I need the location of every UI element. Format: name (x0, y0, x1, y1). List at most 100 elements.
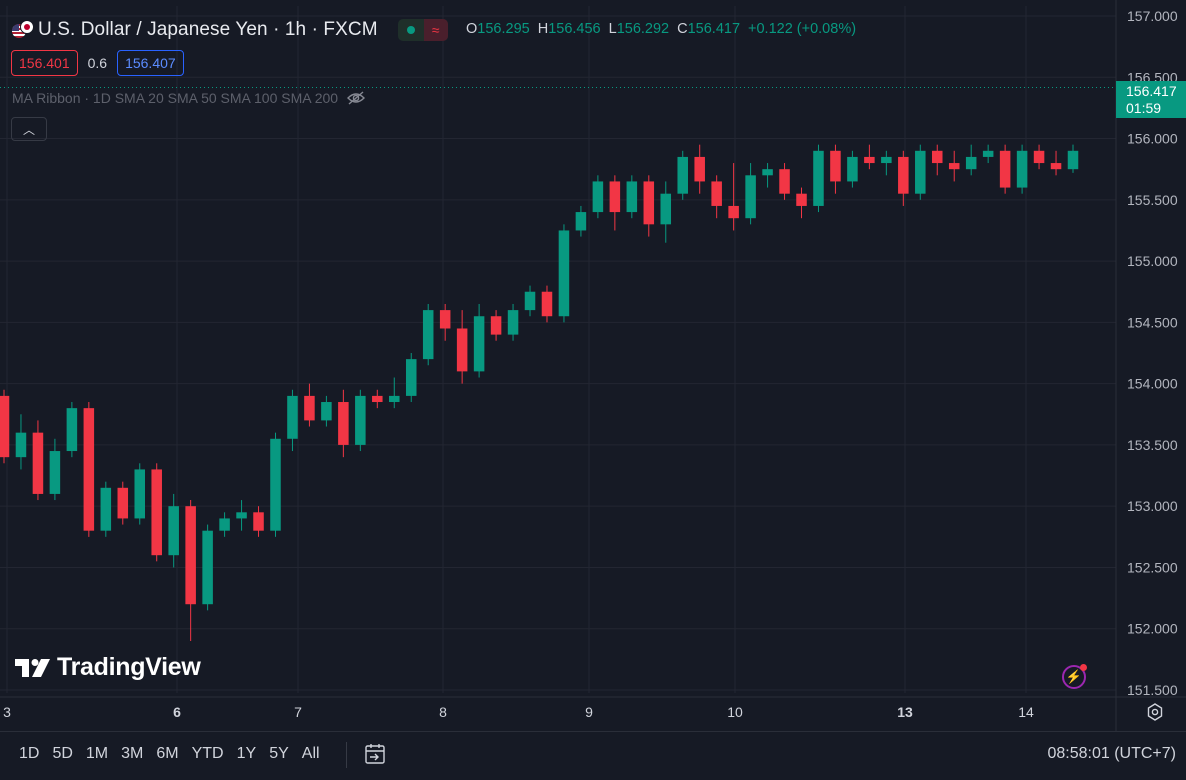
x-tick-label: 9 (585, 704, 593, 720)
candle (948, 150, 960, 182)
candle (83, 402, 95, 537)
candle (287, 389, 298, 452)
candle (898, 150, 909, 206)
candle-body (779, 169, 790, 194)
candle-body (898, 156, 909, 194)
collapse-legend-button[interactable]: ︿ (11, 117, 47, 141)
candle (1067, 144, 1079, 173)
candle-body (355, 395, 366, 445)
candle-body (1067, 150, 1079, 170)
candle (864, 144, 875, 170)
clock-timezone[interactable]: 08:58:01 (UTC+7) (1047, 745, 1176, 762)
low-value: 156.292 (616, 21, 670, 37)
candle (575, 205, 587, 237)
market-status-pill[interactable]: ≈ (397, 19, 448, 41)
candle-body (304, 395, 315, 421)
hidden-eye-icon[interactable] (346, 90, 366, 106)
ohlc-values: O156.295 H156.456 L156.292 C156.417 +0.1… (466, 21, 856, 37)
candle (982, 144, 994, 164)
goto-date-calendar-icon[interactable] (363, 742, 387, 766)
range-1y-button[interactable]: 1Y (236, 745, 257, 762)
candle-body (202, 530, 213, 605)
change-value: +0.122 (+0.08%) (748, 21, 857, 37)
candle-body (881, 156, 892, 164)
price-axis[interactable]: 157.000156.500156.000155.500155.000154.5… (1127, 8, 1178, 698)
tradingview-logo[interactable]: TradingView (15, 653, 201, 682)
candle-body (490, 316, 502, 335)
candle (338, 389, 349, 458)
range-5d-button[interactable]: 5D (52, 745, 73, 762)
y-tick-label: 157.000 (1127, 8, 1178, 24)
candle-body (558, 230, 570, 317)
candle-body (592, 181, 604, 213)
candle-body (762, 169, 773, 176)
candle-body (609, 181, 621, 213)
candle (15, 414, 27, 470)
y-tick-label: 152.000 (1127, 621, 1178, 637)
range-1d-button[interactable]: 1D (19, 745, 40, 762)
bottom-toolbar: 1D 5D 1M 3M 6M YTD 1Y 5Y All 08:58:01 (U… (0, 731, 1186, 780)
gear-icon[interactable] (1146, 703, 1164, 721)
candle (405, 353, 417, 403)
symbol-title[interactable]: U.S. Dollar / Japanese Yen · 1h · FXCM (38, 19, 378, 40)
open-label: O (466, 21, 478, 37)
candle (881, 150, 892, 176)
y-tick-label: 155.000 (1127, 253, 1178, 269)
candle (507, 303, 519, 341)
candle-body (439, 310, 451, 329)
chart-grid (0, 0, 1186, 731)
candle-body (830, 150, 841, 182)
y-tick-label: 155.500 (1127, 192, 1178, 208)
range-5y-button[interactable]: 5Y (269, 745, 289, 762)
range-3m-button[interactable]: 3M (121, 745, 144, 762)
candle-body (643, 181, 655, 225)
candle-body (982, 150, 994, 157)
candle (762, 163, 773, 188)
candle (779, 163, 790, 200)
range-1m-button[interactable]: 1M (85, 745, 109, 762)
candle (728, 163, 739, 231)
range-ytd-button[interactable]: YTD (191, 745, 224, 762)
candle-body (626, 181, 638, 213)
range-all-button[interactable]: All (301, 745, 320, 762)
indicator-legend[interactable]: MA Ribbon · 1D SMA 20 SMA 50 SMA 100 SMA… (12, 90, 366, 106)
buy-button[interactable]: 156.407 (117, 50, 184, 76)
candle-body (83, 408, 95, 531)
candle-body (389, 395, 400, 403)
x-tick-label: 8 (439, 704, 447, 720)
candle-body (694, 156, 705, 182)
candle (355, 389, 366, 452)
sell-button[interactable]: 156.401 (11, 50, 78, 76)
candle (558, 224, 570, 323)
candle-body (219, 518, 230, 531)
range-6m-button[interactable]: 6M (156, 745, 179, 762)
candle-body (948, 163, 960, 170)
open-value: 156.295 (477, 21, 530, 37)
candle (219, 512, 230, 537)
spread-value: 0.6 (87, 55, 108, 71)
candle-body (168, 506, 179, 556)
candle-body (0, 395, 10, 458)
indicator-label: MA Ribbon · 1D SMA 20 SMA 50 SMA 100 SMA… (12, 90, 339, 106)
candle-body (236, 512, 247, 519)
candle-body (1050, 163, 1062, 170)
candle (32, 420, 44, 501)
candle-body (965, 156, 977, 170)
candle (847, 150, 858, 188)
candle-body (999, 150, 1011, 188)
candle (592, 175, 604, 219)
y-tick-label: 154.000 (1127, 376, 1178, 392)
candle (473, 303, 485, 378)
candle (202, 524, 213, 611)
last-price-value: 156.417 (1126, 83, 1177, 99)
candle-body (321, 402, 332, 421)
time-axis[interactable]: 3 6 7 8 9 10 13 14 (3, 704, 1034, 720)
candle (915, 144, 926, 200)
candle (151, 463, 162, 562)
candle-body (711, 181, 722, 206)
tradingview-wordmark: TradingView (57, 653, 201, 681)
high-value: 156.456 (548, 21, 601, 37)
candle-body (270, 438, 281, 531)
price-chart[interactable]: 157.000156.500156.000155.500155.000154.5… (0, 0, 1186, 731)
lightning-icon[interactable]: ⚡ (1062, 664, 1087, 689)
